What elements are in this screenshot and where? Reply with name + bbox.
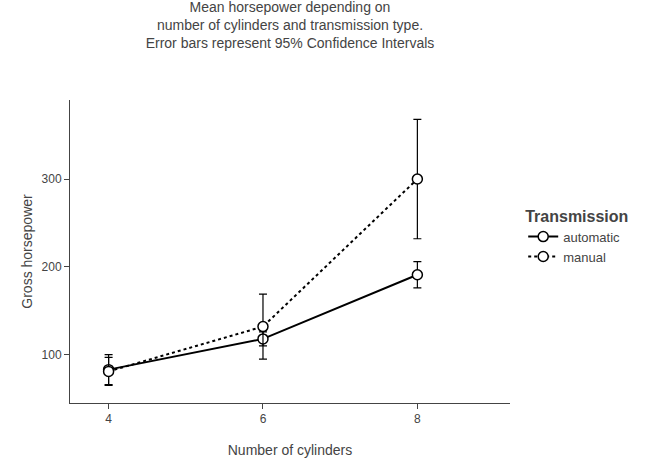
svg-text:Mean horsepower depending onnu: Mean horsepower depending onnumber of cy…: [146, 0, 435, 51]
svg-text:6: 6: [260, 412, 267, 426]
svg-text:300: 300: [42, 172, 62, 186]
svg-text:Gross horsepower: Gross horsepower: [19, 194, 35, 309]
svg-text:100: 100: [42, 348, 62, 362]
svg-text:Number of cylinders: Number of cylinders: [228, 442, 353, 458]
svg-text:200: 200: [42, 260, 62, 274]
svg-text:automatic: automatic: [563, 230, 620, 245]
svg-text:8: 8: [414, 412, 421, 426]
svg-text:manual: manual: [563, 250, 606, 265]
svg-text:Transmission: Transmission: [525, 208, 628, 225]
svg-text:4: 4: [105, 412, 112, 426]
